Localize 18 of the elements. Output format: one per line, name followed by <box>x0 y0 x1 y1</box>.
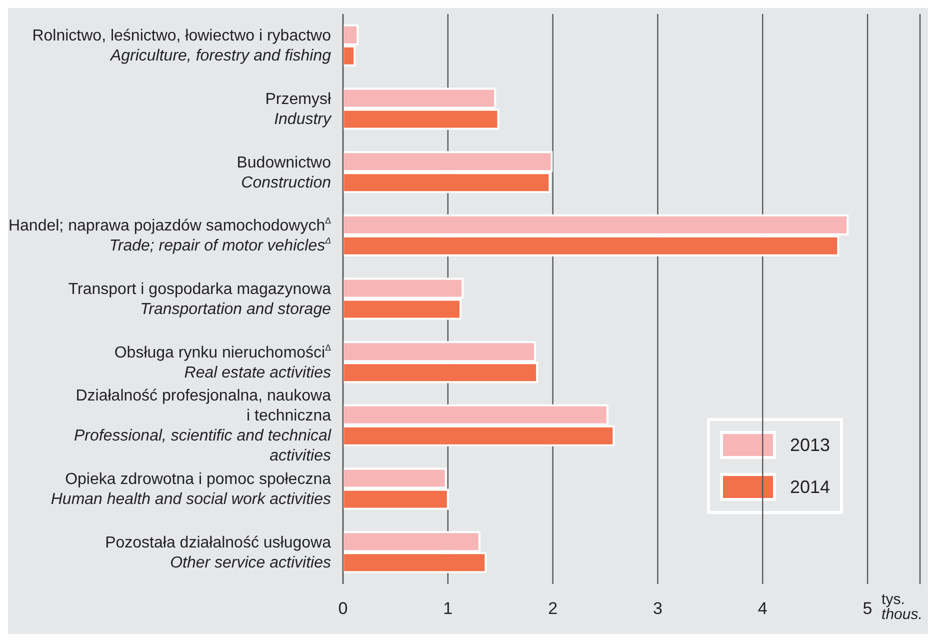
y-tick-label: Rolnictwo, leśnictwo, łowiectwo i rybactwo Agriculture, forestry and fishing <box>32 27 332 64</box>
x-tick-label: 2 <box>548 599 558 618</box>
category-label: Handel; naprawa pojazdów samochodowych$^{Δ}$ Trade; repair of motor vehicles$^{Δ}$ <box>8 216 331 254</box>
y-tick-label: Transport i gospodarka magazynowa Transportation and storage <box>68 280 332 318</box>
x-tick-label: 1 <box>443 599 453 618</box>
legend-label: 2014 <box>790 476 830 498</box>
y-tick-label: Przemysł Industry <box>265 90 332 128</box>
y-tick-label: Budownictwo Construction <box>236 154 332 191</box>
x-tick-label: 0 <box>338 599 348 618</box>
y-tick-label: Opieka zdrowotna i pomoc społeczna Human health and social work activities <box>50 470 332 508</box>
category-label: Obsługa rynku nieruchomości$^{Δ}$ Real estate activities <box>114 342 331 381</box>
y-tick-label: Pozostała działalność usługowa Other service activities <box>105 534 332 571</box>
x-axis-title: tys. thous. <box>882 591 922 623</box>
x-tick-label: 5 <box>862 599 872 618</box>
legend-label: 2013 <box>790 434 830 456</box>
y-tick-label: Działalność profesjonalna, naukowa i techniczna Professional, scientific and technical activities <box>74 387 332 464</box>
x-tick-label: 3 <box>652 599 662 618</box>
x-tick-label: 4 <box>758 599 768 618</box>
